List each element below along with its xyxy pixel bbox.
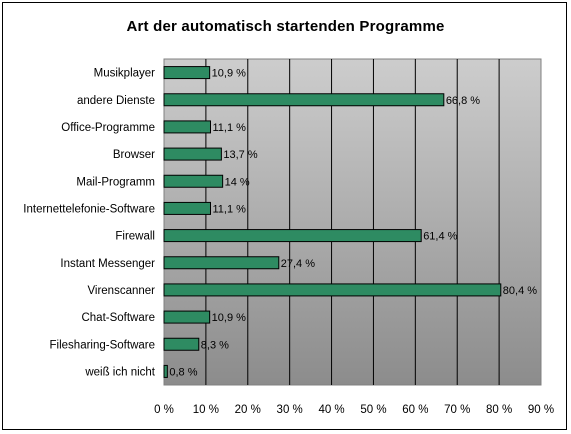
bars xyxy=(163,66,502,378)
category-label: andere Dienste xyxy=(77,95,155,107)
value-label: 0,8 % xyxy=(169,366,197,378)
x-tick-label: 70 % xyxy=(444,404,470,416)
value-label: 61,4 % xyxy=(423,231,457,243)
category-label: Firewall xyxy=(115,231,155,243)
bar xyxy=(163,310,211,324)
value-label: 80,4 % xyxy=(503,285,537,297)
category-label: Mail-Programm xyxy=(76,176,155,188)
bar xyxy=(163,229,422,243)
value-label: 13,7 % xyxy=(223,149,257,161)
x-tick-label: 50 % xyxy=(360,404,386,416)
chart-title: Art der automatisch startenden Programme xyxy=(126,18,445,35)
bar xyxy=(163,201,211,215)
value-label: 27,4 % xyxy=(281,258,315,270)
bar xyxy=(163,120,211,134)
category-label: Chat-Software xyxy=(81,312,155,324)
category-labels: Musikplayer andere Dienste Office-Programm… xyxy=(23,68,155,379)
value-label: 11,1 % xyxy=(212,203,246,215)
bar xyxy=(163,93,445,107)
value-label: 66,8 % xyxy=(446,95,480,107)
bar xyxy=(163,337,200,351)
category-label: Virenscanner xyxy=(87,285,155,297)
bar xyxy=(163,283,502,297)
category-label: Musikplayer xyxy=(94,68,156,80)
x-tick-label: 0 % xyxy=(154,404,174,416)
bar xyxy=(163,174,224,188)
category-label: weiß ich nicht xyxy=(84,366,155,378)
gridlines xyxy=(205,59,500,385)
value-label: 10,9 % xyxy=(212,312,246,324)
bar xyxy=(163,364,168,378)
category-label: Instant Messenger xyxy=(60,258,155,270)
value-labels: 10,9 % 66,8 % 11,1 % 13,7 % 14 % 11,1 % 61,4 %… xyxy=(169,68,537,379)
bar xyxy=(163,147,222,161)
category-label: Browser xyxy=(113,149,155,161)
value-label: 14 % xyxy=(225,176,250,188)
value-label: 11,1 % xyxy=(212,122,246,134)
bar xyxy=(163,66,211,80)
x-axis-ticks: 0 % 10 % 20 % 30 % 40 % 50 % 60 % 70 % 80 % 90 % xyxy=(154,404,554,416)
x-tick-label: 10 % xyxy=(193,404,219,416)
category-label: Office-Programme xyxy=(61,122,155,134)
x-tick-label: 20 % xyxy=(235,404,261,416)
value-label: 10,9 % xyxy=(212,68,246,80)
category-label: Internettelefonie-Software xyxy=(23,203,155,215)
x-tick-label: 90 % xyxy=(528,404,554,416)
x-tick-label: 60 % xyxy=(402,404,428,416)
category-label: Filesharing-Software xyxy=(50,339,155,351)
plot-area xyxy=(163,58,542,386)
x-tick-label: 30 % xyxy=(277,404,303,416)
x-tick-label: 40 % xyxy=(318,404,344,416)
bar xyxy=(163,256,280,270)
x-tick-label: 80 % xyxy=(486,404,512,416)
value-label: 8,3 % xyxy=(201,339,229,351)
